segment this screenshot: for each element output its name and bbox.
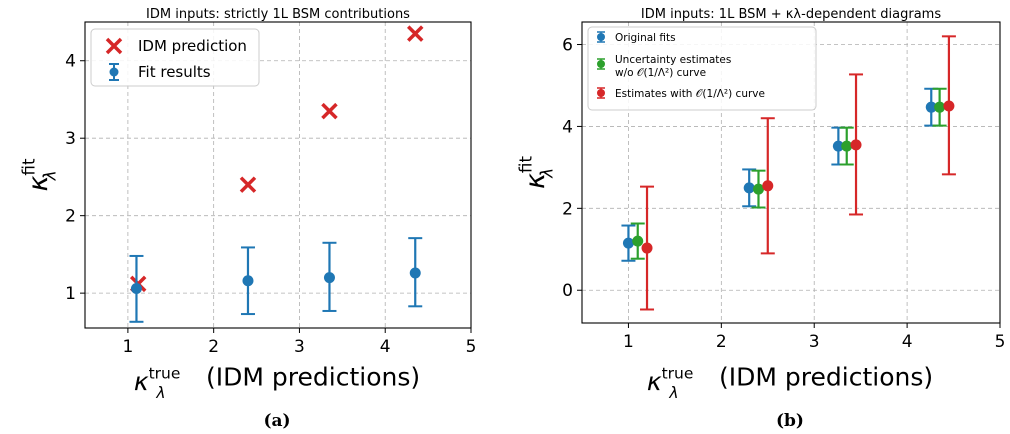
chart-title: IDM inputs: 1L BSM + κλ-dependent diagra…: [641, 7, 941, 22]
y-tick-label: 2: [562, 199, 573, 219]
data-point: [934, 101, 946, 113]
data-point: [632, 235, 644, 247]
data-point: [752, 183, 764, 195]
subfigure-label: (a): [263, 411, 290, 431]
y-axis-label-text: κfitλ: [18, 158, 59, 191]
data-point: [925, 101, 937, 113]
x-marker: [321, 102, 338, 120]
x-axis-label: κtrue λ (IDM predictions): [647, 362, 933, 402]
x-tick-label: 1: [623, 332, 634, 352]
y-axis-label: κfitλ: [515, 156, 556, 189]
legend-label: Fit results: [138, 63, 211, 81]
data-point: [743, 182, 755, 194]
series-estimates-with-1-curve: [640, 35, 956, 311]
data-point: [762, 180, 774, 192]
data-point: [641, 242, 653, 254]
x-tick-label: 3: [809, 332, 820, 352]
x-marker: [407, 25, 424, 42]
x-tick-label: 5: [466, 337, 477, 357]
y-axis-label: κfitλ: [18, 158, 59, 191]
legend-label: IDM prediction: [138, 37, 247, 55]
legend-box: [90, 28, 260, 87]
data-point: [323, 272, 335, 284]
plot-frame: [581, 21, 1001, 324]
series-original-fits: [621, 87, 939, 262]
y-tick-label: 4: [562, 117, 573, 137]
panel-b: 1 2 3 4 5 0 2 4 6 IDM inputs: 1L BSM + κλ-depende…: [515, 7, 1005, 431]
y-tick-label: 4: [65, 52, 76, 72]
legend: IDM prediction Fit results: [90, 28, 260, 87]
legend-x-marker: [105, 37, 123, 55]
data-point: [409, 267, 421, 279]
data-point: [242, 275, 254, 287]
subfigure-label: (b): [776, 411, 804, 431]
x-tick-label: 1: [122, 337, 133, 357]
y-tick-label: 2: [65, 207, 76, 227]
legend-label: Uncertainty estimates: [615, 54, 731, 66]
data-point: [850, 139, 862, 151]
data-point: [622, 237, 634, 249]
y-tick-label: 1: [65, 284, 76, 304]
legend-box: [587, 26, 817, 111]
plot-frame: [84, 21, 472, 329]
legend-label: Estimates with 𝒪(1/Λ²) curve: [615, 88, 765, 100]
x-tick-label: 3: [294, 337, 305, 357]
data-point: [832, 140, 844, 152]
series-uncertainty-estimates: [630, 87, 947, 260]
x-tick-label: 2: [208, 337, 219, 357]
x-marker: [239, 176, 257, 193]
data-point: [841, 140, 853, 152]
y-axis-label-text: κfitλ: [515, 156, 556, 189]
legend-dot: [597, 33, 605, 41]
y-tick-label: 6: [562, 36, 573, 56]
x-tick-label: 2: [716, 332, 727, 352]
x-tick-label: 4: [902, 332, 913, 352]
y-tick-label: 0: [562, 281, 573, 301]
legend-dot: [597, 89, 605, 97]
panel-a: 1 2 3 4 5 1 2 3 4 IDM inputs: strictly 1L BSM con…: [18, 7, 476, 431]
data-point: [943, 100, 955, 112]
legend-label-line2: w/o 𝒪(1/Λ²) curve: [615, 67, 706, 79]
x-axis-label: κtrue λ (IDM predictions): [134, 362, 420, 402]
legend-label: Original fits: [615, 32, 676, 44]
legend-dot: [109, 67, 119, 77]
series-fit-results: [129, 237, 423, 323]
x-tick-label: 4: [380, 337, 391, 357]
legend-dot: [597, 60, 605, 68]
y-tick-label: 3: [65, 129, 76, 149]
x-tick-label: 5: [995, 332, 1006, 352]
chart-title: IDM inputs: strictly 1L BSM contribution…: [146, 7, 410, 22]
data-point: [130, 282, 142, 294]
